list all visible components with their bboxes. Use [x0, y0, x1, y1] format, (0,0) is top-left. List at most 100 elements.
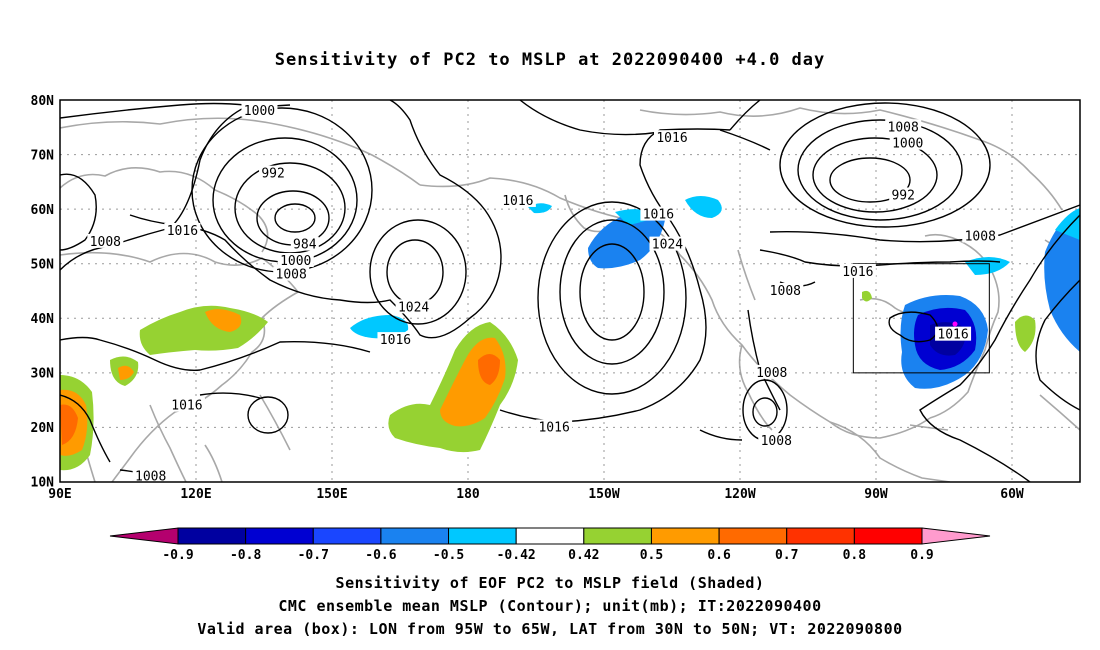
caption-valid-area: Valid area (box): LON from 95W to 65W, L…	[197, 620, 903, 638]
latitude-axis: 80N 70N 60N 50N 40N 30N 20N 10N	[31, 94, 55, 491]
contour-label: 1008	[135, 470, 166, 485]
caption-contour: CMC ensemble mean MSLP (Contour); unit(m…	[278, 597, 822, 615]
contour-label: 992	[261, 167, 284, 182]
contour-label: 1016	[842, 265, 873, 280]
colorbar-swatch	[380, 527, 450, 545]
caption-shaded: Sensitivity of EOF PC2 to MSLP field (Sh…	[335, 574, 765, 592]
contour-label-bg	[758, 433, 795, 448]
contour-label-bg	[962, 228, 999, 243]
contour-label-bg	[277, 252, 314, 267]
lon-label-120w: 120W	[724, 487, 755, 502]
lat-label-30n: 30N	[31, 367, 55, 382]
map-plot-area	[60, 100, 1080, 482]
contour-label: 1024	[652, 238, 683, 253]
contour-label-bg	[87, 233, 124, 248]
lon-label-150w: 150W	[588, 487, 619, 502]
colorbar-label: 0.42	[568, 548, 599, 563]
lon-label-90e: 90E	[48, 487, 71, 502]
contour-label-bg	[885, 119, 922, 134]
colorbar-swatch	[853, 527, 923, 545]
lon-label-60w: 60W	[1000, 487, 1024, 502]
contour-label-bg	[259, 165, 288, 180]
map-frame	[59, 99, 1081, 483]
contour-label: 1008	[770, 284, 801, 299]
contour-label-bg	[753, 364, 790, 379]
contour-label: 1008	[965, 229, 996, 244]
colorbar-swatch	[245, 527, 314, 545]
contour-label: 1016	[167, 224, 198, 239]
colorbar-swatch	[718, 527, 788, 545]
contour-label: 1000	[280, 254, 311, 269]
contour-labels: 1000992984100010081016100810161016101610…	[87, 102, 999, 485]
lat-label-20n: 20N	[31, 421, 55, 436]
contour-label: 1016	[656, 131, 687, 146]
colorbar-label: -0.5	[433, 548, 464, 563]
colorbar-swatch	[312, 527, 382, 545]
contour-label: 1016	[380, 333, 411, 348]
colorbar-swatch	[583, 527, 652, 545]
contour-label: 1016	[502, 194, 533, 209]
contour-label-bg	[889, 187, 918, 202]
valid-area-box	[852, 263, 990, 374]
contour-label: 1016	[171, 399, 202, 414]
colorbar-label: 0.6	[707, 548, 731, 563]
contour-label: 992	[891, 189, 914, 204]
lat-label-40n: 40N	[31, 312, 55, 327]
contour-label: 1008	[90, 235, 121, 250]
contour-label-bg	[767, 283, 804, 297]
colorbar-label: 0.8	[843, 548, 867, 563]
contour-label-bg	[640, 206, 677, 221]
longitude-axis: 90E 120E 150E 180 150W 120W 90W 60W	[48, 487, 1024, 502]
lon-label-150e: 150E	[316, 487, 347, 502]
colorbar-label: 0.9	[910, 548, 933, 563]
contour-label-bg	[935, 326, 972, 341]
colorbar-label: 0.5	[640, 548, 663, 563]
lat-label-60n: 60N	[31, 203, 55, 218]
lat-label-10n: 10N	[31, 476, 55, 491]
contour-label-bg	[273, 266, 310, 281]
contour-label-bg	[499, 192, 536, 207]
colorbar-label: -0.6	[365, 548, 396, 563]
colorbar: -0.9 -0.8 -0.7 -0.6 -0.5 -0.42 0.42 0.5 0.6 0.7 0.…	[109, 527, 991, 563]
positive-core-southeast-asia	[118, 365, 134, 380]
positive-inner-india	[60, 404, 78, 445]
contour-label: 1000	[892, 137, 923, 152]
contour-label-bg	[649, 236, 686, 251]
contour-label: 1008	[888, 120, 919, 135]
colorbar-label: 0.7	[775, 548, 798, 563]
contour-label-bg	[654, 130, 690, 145]
colorbar-right-triangle	[921, 527, 991, 545]
contour-label-bg	[395, 299, 432, 314]
contour-label-bg	[889, 135, 926, 150]
map-title: Sensitivity of PC2 to MSLP at 2022090400…	[274, 50, 826, 70]
negative-region-florida	[905, 360, 932, 388]
contour-label: 1024	[398, 300, 429, 315]
contour-label-bg	[839, 263, 876, 278]
lon-label-180: 180	[456, 487, 480, 502]
positive-region-great-lakes	[862, 290, 872, 302]
contour-label: 984	[293, 238, 317, 253]
contour-label-bg	[377, 332, 414, 347]
contour-label-bg	[132, 468, 169, 483]
positive-region-mid-atlantic	[1015, 315, 1036, 352]
contour-label: 1016	[937, 328, 968, 343]
contour-label: 1016	[643, 208, 674, 223]
contour-label-bg	[164, 222, 201, 237]
colorbar-swatch	[650, 527, 720, 545]
colorbar-swatch	[515, 527, 585, 545]
lat-label-50n: 50N	[31, 258, 55, 273]
negative-region-atlantic-edge	[1055, 208, 1080, 240]
colorbar-swatch	[177, 527, 247, 545]
mslp-contours	[60, 100, 1080, 482]
lat-label-70n: 70N	[31, 149, 55, 164]
positive-core-china	[205, 309, 242, 332]
colorbar-label: -0.8	[230, 548, 261, 563]
lon-label-90w: 90W	[864, 487, 888, 502]
contour-label: 1016	[538, 420, 569, 435]
target-point-marker	[952, 321, 958, 327]
contour-label: 1008	[276, 268, 307, 283]
negative-region-north-pacific	[685, 196, 722, 218]
colorbar-left-triangle	[109, 527, 179, 545]
contour-label-bg	[168, 397, 205, 412]
